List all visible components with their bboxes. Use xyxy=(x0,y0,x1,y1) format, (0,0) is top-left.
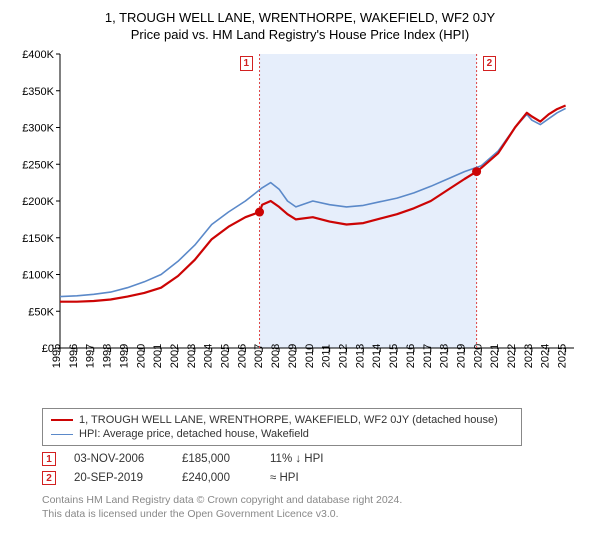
sale-marker-label: 1 xyxy=(240,56,254,71)
svg-text:1996: 1996 xyxy=(68,344,80,368)
legend-label: 1, TROUGH WELL LANE, WRENTHORPE, WAKEFIE… xyxy=(79,414,498,426)
svg-text:£100K: £100K xyxy=(22,270,54,282)
svg-text:2018: 2018 xyxy=(439,344,451,368)
sale-row: 1 03-NOV-2006 £185,000 11% ↓ HPI xyxy=(42,452,586,466)
svg-text:2002: 2002 xyxy=(169,344,181,368)
chart-title: 1, TROUGH WELL LANE, WRENTHORPE, WAKEFIE… xyxy=(14,10,586,25)
legend-item: HPI: Average price, detached house, Wake… xyxy=(51,427,513,441)
svg-text:1997: 1997 xyxy=(85,344,97,368)
sale-marker-label: 2 xyxy=(483,56,497,71)
sale-hpi: ≈ HPI xyxy=(270,472,350,484)
svg-text:1999: 1999 xyxy=(118,344,130,368)
footer-line-1: Contains HM Land Registry data © Crown c… xyxy=(42,493,586,507)
svg-text:1995: 1995 xyxy=(51,344,63,368)
svg-text:2017: 2017 xyxy=(422,344,434,368)
svg-text:2009: 2009 xyxy=(287,344,299,368)
svg-text:£300K: £300K xyxy=(22,123,54,135)
svg-text:2004: 2004 xyxy=(203,344,215,368)
svg-text:2000: 2000 xyxy=(135,344,147,368)
svg-text:£50K: £50K xyxy=(28,306,54,318)
svg-text:£400K: £400K xyxy=(22,49,54,61)
svg-text:2001: 2001 xyxy=(152,344,164,368)
sale-hpi: 11% ↓ HPI xyxy=(270,453,350,465)
legend-swatch xyxy=(51,419,73,421)
svg-text:2020: 2020 xyxy=(472,344,484,368)
svg-text:2013: 2013 xyxy=(354,344,366,368)
svg-text:2006: 2006 xyxy=(236,344,248,368)
sale-price: £185,000 xyxy=(182,453,252,465)
svg-text:2014: 2014 xyxy=(371,344,383,368)
svg-text:2012: 2012 xyxy=(337,344,349,368)
svg-text:2016: 2016 xyxy=(405,344,417,368)
svg-text:2003: 2003 xyxy=(186,344,198,368)
legend-swatch xyxy=(51,434,73,435)
svg-text:2025: 2025 xyxy=(557,344,569,368)
svg-text:1998: 1998 xyxy=(102,344,114,368)
svg-text:2010: 2010 xyxy=(304,344,316,368)
footer-line-2: This data is licensed under the Open Gov… xyxy=(42,507,586,521)
legend: 1, TROUGH WELL LANE, WRENTHORPE, WAKEFIE… xyxy=(42,408,522,446)
svg-text:2008: 2008 xyxy=(270,344,282,368)
legend-label: HPI: Average price, detached house, Wake… xyxy=(79,428,309,440)
chart-subtitle: Price paid vs. HM Land Registry's House … xyxy=(14,27,586,42)
svg-text:2011: 2011 xyxy=(321,344,333,368)
svg-text:2005: 2005 xyxy=(220,344,232,368)
svg-text:2015: 2015 xyxy=(388,344,400,368)
svg-text:£250K: £250K xyxy=(22,159,54,171)
legend-item: 1, TROUGH WELL LANE, WRENTHORPE, WAKEFIE… xyxy=(51,413,513,427)
chart-plot: £0£50K£100K£150K£200K£250K£300K£350K£400… xyxy=(14,48,586,398)
sale-row: 2 20-SEP-2019 £240,000 ≈ HPI xyxy=(42,471,586,485)
svg-text:2023: 2023 xyxy=(523,344,535,368)
svg-text:£150K: £150K xyxy=(22,233,54,245)
svg-text:£350K: £350K xyxy=(22,86,54,98)
svg-text:2024: 2024 xyxy=(540,344,552,368)
chart-container: 1, TROUGH WELL LANE, WRENTHORPE, WAKEFIE… xyxy=(0,0,600,560)
svg-text:2019: 2019 xyxy=(455,344,467,368)
sale-marker-icon: 1 xyxy=(42,452,56,466)
sale-price: £240,000 xyxy=(182,472,252,484)
svg-text:£200K: £200K xyxy=(22,196,54,208)
sale-date: 03-NOV-2006 xyxy=(74,453,164,465)
svg-text:2021: 2021 xyxy=(489,344,501,368)
chart-svg: £0£50K£100K£150K£200K£250K£300K£350K£400… xyxy=(14,48,586,398)
footer-attribution: Contains HM Land Registry data © Crown c… xyxy=(42,493,586,521)
sale-marker-icon: 2 xyxy=(42,471,56,485)
svg-text:2022: 2022 xyxy=(506,344,518,368)
sale-date: 20-SEP-2019 xyxy=(74,472,164,484)
